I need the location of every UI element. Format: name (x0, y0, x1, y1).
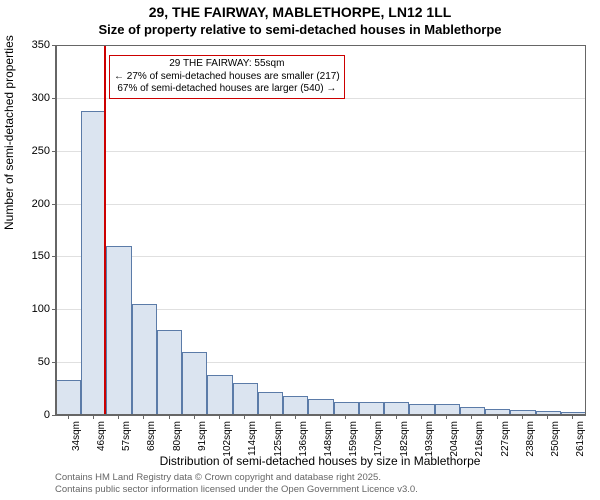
histogram-bar (409, 404, 434, 415)
x-tick-mark (497, 415, 498, 419)
y-tick-label: 250 (10, 145, 50, 157)
x-tick-mark (396, 415, 397, 419)
histogram-bar (510, 410, 535, 415)
histogram-bar (207, 375, 232, 415)
y-tick-label: 350 (10, 39, 50, 51)
footer-line1: Contains HM Land Registry data © Crown c… (55, 472, 381, 483)
y-tick-mark (52, 415, 56, 416)
x-tick-mark (244, 415, 245, 419)
histogram-bar (485, 409, 510, 415)
histogram-bar (81, 111, 106, 415)
footer-line2: Contains public sector information licen… (55, 484, 418, 495)
x-tick-mark (169, 415, 170, 419)
x-tick-mark (93, 415, 94, 419)
y-tick-label: 100 (10, 303, 50, 315)
annotation-box: 29 THE FAIRWAY: 55sqm ← 27% of semi-deta… (109, 55, 345, 99)
y-tick-label: 200 (10, 198, 50, 210)
histogram-bar (258, 392, 283, 415)
grid-line (56, 256, 586, 257)
histogram-bar (283, 396, 308, 415)
x-tick-mark (143, 415, 144, 419)
histogram-bar (106, 246, 131, 415)
annotation-line3: 67% of semi-detached houses are larger (… (114, 83, 340, 96)
x-tick-mark (471, 415, 472, 419)
histogram-bar (384, 402, 409, 415)
x-tick-mark (421, 415, 422, 419)
histogram-bar (308, 399, 333, 415)
grid-line (56, 204, 586, 205)
y-tick-mark (52, 45, 56, 46)
x-tick-mark (547, 415, 548, 419)
chart-title-main: 29, THE FAIRWAY, MABLETHORPE, LN12 1LL (0, 4, 600, 20)
histogram-bar (233, 383, 258, 415)
x-tick-mark (270, 415, 271, 419)
y-tick-label: 50 (10, 356, 50, 368)
grid-line (56, 151, 586, 152)
x-tick-mark (572, 415, 573, 419)
annotation-line1: 29 THE FAIRWAY: 55sqm (114, 58, 340, 71)
x-tick-mark (370, 415, 371, 419)
x-tick-mark (295, 415, 296, 419)
chart-title-sub: Size of property relative to semi-detach… (0, 22, 600, 37)
x-axis-label: Distribution of semi-detached houses by … (55, 454, 585, 468)
y-tick-mark (52, 98, 56, 99)
x-tick-mark (446, 415, 447, 419)
x-tick-mark (219, 415, 220, 419)
x-tick-mark (68, 415, 69, 419)
reference-line (104, 45, 106, 415)
histogram-bar (182, 352, 207, 415)
y-tick-mark (52, 204, 56, 205)
y-tick-mark (52, 362, 56, 363)
histogram-bar (334, 402, 359, 415)
y-tick-label: 300 (10, 92, 50, 104)
x-tick-mark (118, 415, 119, 419)
histogram-bar (435, 404, 460, 415)
histogram-chart: 29, THE FAIRWAY, MABLETHORPE, LN12 1LL S… (0, 0, 600, 500)
histogram-bar (157, 330, 182, 415)
histogram-bar (359, 402, 384, 415)
y-tick-label: 150 (10, 250, 50, 262)
y-tick-mark (52, 256, 56, 257)
y-tick-mark (52, 151, 56, 152)
y-tick-label: 0 (10, 409, 50, 421)
annotation-line2: ← 27% of semi-detached houses are smalle… (114, 71, 340, 84)
histogram-bar (460, 407, 485, 415)
x-tick-mark (522, 415, 523, 419)
grid-line (56, 45, 586, 46)
y-tick-mark (52, 309, 56, 310)
x-tick-mark (194, 415, 195, 419)
x-tick-mark (345, 415, 346, 419)
x-tick-mark (320, 415, 321, 419)
histogram-bar (56, 380, 81, 415)
plot-area: 29 THE FAIRWAY: 55sqm ← 27% of semi-deta… (55, 45, 586, 416)
histogram-bar (132, 304, 157, 415)
